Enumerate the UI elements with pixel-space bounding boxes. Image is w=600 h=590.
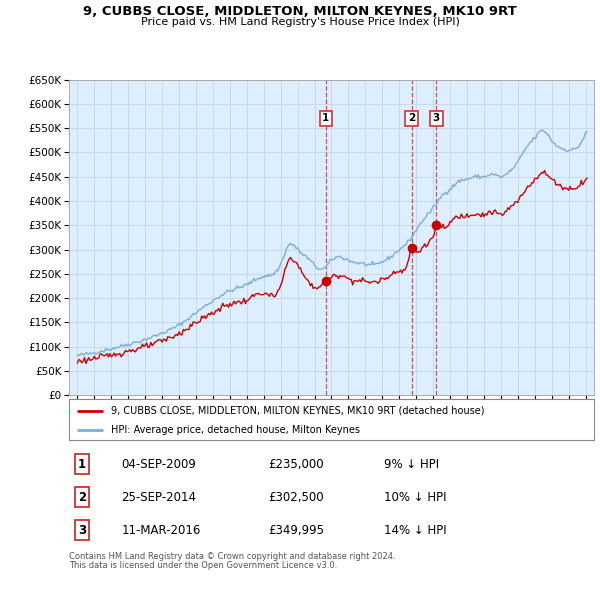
Text: £235,000: £235,000	[269, 457, 324, 471]
Text: This data is licensed under the Open Government Licence v3.0.: This data is licensed under the Open Gov…	[69, 560, 337, 569]
Text: 9% ↓ HPI: 9% ↓ HPI	[384, 457, 439, 471]
Text: 11-MAR-2016: 11-MAR-2016	[121, 523, 201, 537]
Text: £302,500: £302,500	[269, 490, 324, 504]
Text: 25-SEP-2014: 25-SEP-2014	[121, 490, 197, 504]
Text: 2: 2	[78, 490, 86, 504]
Text: £349,995: £349,995	[269, 523, 325, 537]
Text: 14% ↓ HPI: 14% ↓ HPI	[384, 523, 446, 537]
Text: 9, CUBBS CLOSE, MIDDLETON, MILTON KEYNES, MK10 9RT: 9, CUBBS CLOSE, MIDDLETON, MILTON KEYNES…	[83, 5, 517, 18]
Text: 2: 2	[408, 113, 415, 123]
Text: HPI: Average price, detached house, Milton Keynes: HPI: Average price, detached house, Milt…	[111, 425, 360, 434]
Text: 1: 1	[78, 457, 86, 471]
Text: 1: 1	[322, 113, 329, 123]
Text: Contains HM Land Registry data © Crown copyright and database right 2024.: Contains HM Land Registry data © Crown c…	[69, 552, 395, 560]
Text: 3: 3	[433, 113, 440, 123]
Text: 10% ↓ HPI: 10% ↓ HPI	[384, 490, 446, 504]
Text: 9, CUBBS CLOSE, MIDDLETON, MILTON KEYNES, MK10 9RT (detached house): 9, CUBBS CLOSE, MIDDLETON, MILTON KEYNES…	[111, 406, 485, 416]
Text: 3: 3	[78, 523, 86, 537]
Text: 04-SEP-2009: 04-SEP-2009	[121, 457, 196, 471]
Text: Price paid vs. HM Land Registry's House Price Index (HPI): Price paid vs. HM Land Registry's House …	[140, 17, 460, 27]
